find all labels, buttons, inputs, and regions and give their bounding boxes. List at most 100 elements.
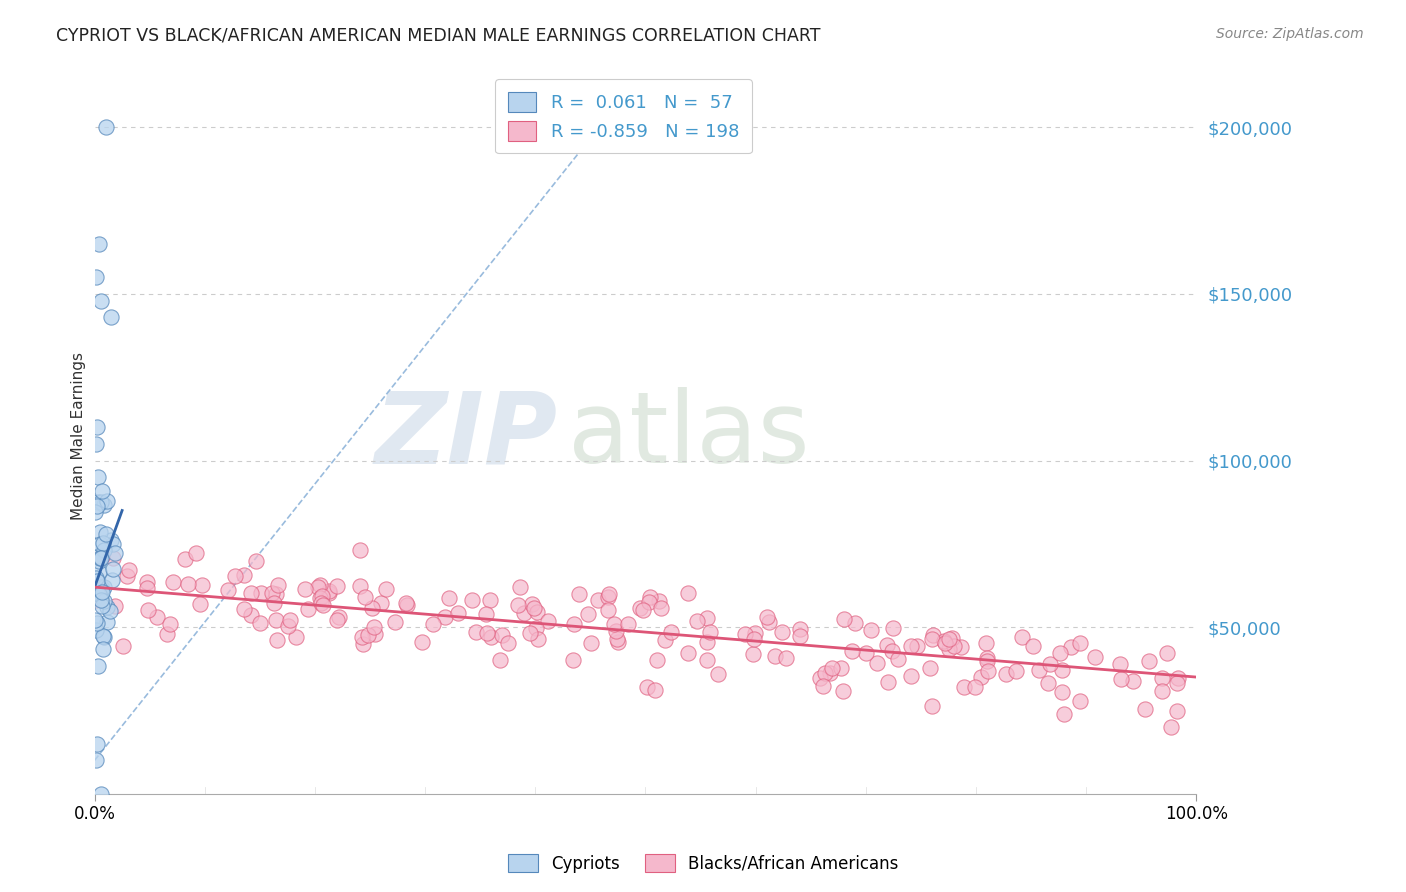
Point (350, 630, 373, 644)
Point (742, 647, 765, 661)
Point (994, 666, 1017, 681)
Point (1137, 654, 1160, 668)
Point (605, 624, 627, 638)
Point (900, 669, 922, 683)
Point (86, 499, 108, 513)
Point (949, 640, 972, 655)
Point (84, 505, 107, 519)
Point (217, 582, 239, 597)
Point (188, 597, 211, 611)
Point (744, 626, 766, 640)
Point (264, 587, 287, 601)
Point (509, 580, 531, 594)
Point (1150, 684, 1173, 698)
Point (136, 581, 159, 595)
Point (491, 628, 513, 642)
Point (93, 629, 115, 643)
Point (90, 580, 112, 594)
Point (91, 536, 114, 550)
Point (224, 569, 246, 583)
Point (1160, 720, 1182, 734)
Point (94, 526, 117, 541)
Point (328, 609, 350, 624)
Point (513, 606, 536, 620)
Point (921, 627, 943, 641)
Point (921, 699, 943, 714)
Point (87, 549, 110, 564)
Legend: R =  0.061   N =  57, R = -0.859   N = 198: R = 0.061 N = 57, R = -0.859 N = 198 (495, 79, 752, 153)
Point (240, 586, 263, 600)
Point (876, 674, 898, 689)
Point (318, 586, 340, 600)
Point (520, 598, 543, 612)
Point (311, 589, 333, 603)
Point (1084, 650, 1107, 665)
Point (363, 620, 385, 634)
Point (638, 595, 661, 609)
Point (191, 578, 214, 592)
Point (770, 624, 793, 639)
Point (262, 586, 284, 600)
Point (938, 642, 960, 657)
Point (87, 565, 110, 579)
Point (249, 586, 271, 600)
Point (699, 625, 721, 640)
Point (447, 607, 470, 621)
Point (1049, 646, 1071, 660)
Point (278, 613, 301, 627)
Point (631, 603, 654, 617)
Point (676, 646, 699, 660)
Point (1167, 671, 1189, 685)
Point (84, 437, 107, 451)
Point (763, 648, 786, 663)
Point (86, 574, 108, 588)
Point (882, 643, 904, 657)
Point (524, 622, 547, 636)
Point (86, 270, 108, 285)
Point (91, 642, 114, 657)
Point (938, 632, 960, 646)
Point (87, 470, 110, 484)
Point (742, 632, 765, 646)
Point (118, 563, 141, 577)
Point (374, 582, 396, 596)
Point (90, 581, 112, 595)
Point (882, 621, 904, 635)
Point (605, 632, 627, 646)
Point (90, 550, 112, 565)
Point (186, 546, 208, 560)
Point (309, 591, 332, 605)
Point (1028, 663, 1050, 677)
Point (1060, 640, 1083, 655)
Point (89, 537, 111, 551)
Point (654, 632, 676, 647)
Point (307, 580, 329, 594)
Point (101, 551, 124, 566)
Point (87, 237, 110, 252)
Point (659, 624, 682, 639)
Point (537, 614, 560, 628)
Point (352, 637, 374, 651)
Point (245, 553, 267, 567)
Point (479, 630, 502, 644)
Point (86, 616, 108, 631)
Point (478, 593, 501, 607)
Point (90, 787, 112, 801)
Point (96, 493, 118, 508)
Point (475, 625, 498, 640)
Point (820, 660, 842, 674)
Point (1053, 706, 1076, 721)
Point (976, 650, 998, 665)
Point (602, 616, 624, 631)
Point (844, 615, 866, 630)
Point (696, 652, 718, 666)
Point (644, 683, 666, 698)
Point (312, 598, 335, 612)
Point (90, 589, 112, 603)
Point (174, 551, 197, 566)
Point (176, 576, 198, 591)
Point (1005, 665, 1028, 679)
Point (93, 630, 115, 644)
Point (934, 636, 956, 650)
Point (830, 661, 852, 675)
